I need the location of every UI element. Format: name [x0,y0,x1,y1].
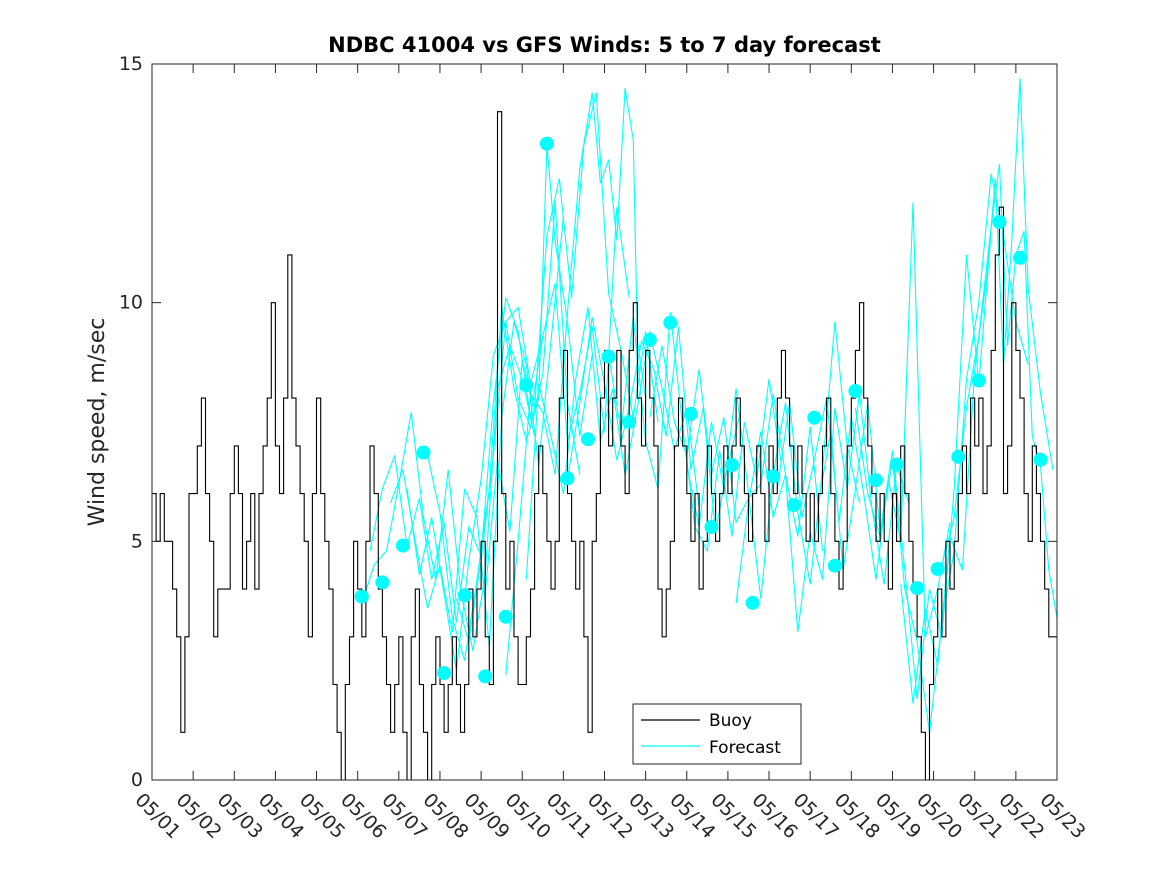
x-tick-label: 05/18 [830,789,884,843]
forecast-marker-19 [745,595,760,610]
forecast-marker-32 [1013,250,1027,265]
forecast-trace-17 [900,78,1054,704]
buoy-line [152,111,1057,780]
x-tick-label: 05/12 [583,789,637,843]
y-tick-label: 15 [119,53,143,75]
forecast-trace-1 [369,297,544,623]
forecast-marker-14 [642,332,657,347]
forecast-marker-22 [807,410,822,425]
forecast-marker-1 [375,575,390,590]
forecast-marker-7 [498,609,513,624]
forecast-marker-24 [848,384,863,398]
forecast-marker-5 [457,588,472,603]
x-tick-label: 05/23 [1035,789,1089,843]
forecast-trace-2 [390,216,564,647]
forecast-marker-16 [683,406,698,421]
x-tick-label: 05/19 [871,789,925,843]
x-tick-label: 05/02 [172,789,226,843]
forecast-marker-3 [416,445,431,460]
x-tick-label: 05/08 [418,789,472,843]
forecast-trace-4 [427,145,593,661]
forecast-marker-28 [930,562,945,576]
forecast-marker-21 [786,498,801,513]
forecast-marker-11 [581,432,595,447]
forecast-trace-7 [505,87,647,676]
forecast-marker-6 [478,669,493,684]
legend-label-buoy: Buoy [709,711,752,731]
forecast-marker-26 [889,457,904,472]
legend-box [632,703,802,765]
forecast-trace-8 [525,307,700,580]
forecast-marker-33 [1033,452,1048,467]
forecast-marker-29 [951,449,966,464]
x-tick-label: 05/09 [460,789,514,843]
forecast-trace-3 [406,202,581,671]
forecast-marker-0 [354,589,369,604]
forecast-marker-12 [601,349,616,364]
x-tick-label: 05/17 [789,789,843,843]
x-tick-label: 05/05 [295,789,349,843]
x-tick-label: 05/22 [994,789,1048,843]
x-tick-label: 05/16 [748,789,802,843]
forecast-marker-2 [395,538,410,553]
forecast-marker-9 [539,136,554,151]
legend: Buoy Forecast [632,703,802,765]
series-layer [152,78,1057,780]
forecast-marker-18 [725,458,739,472]
x-tick-label: 05/06 [336,789,390,843]
x-tick-label: 05/13 [624,789,678,843]
forecast-marker-27 [910,581,925,596]
y-tick-label: 0 [131,769,143,791]
forecast-trace-13 [735,393,910,633]
forecast-marker-31 [992,215,1007,229]
forecast-marker-17 [704,520,719,534]
forecast-marker-25 [869,473,883,488]
forecast-marker-10 [560,471,575,486]
y-axis-label: Wind speed, m/sec [85,318,110,527]
legend-label-forecast: Forecast [709,738,781,758]
x-tick-label: 05/03 [213,789,267,843]
forecast-marker-8 [519,378,534,393]
forecast-trace-0 [361,343,536,652]
forecast-marker-13 [622,415,637,429]
x-tick-label: 05/10 [501,789,555,843]
x-tick-label: 05/07 [377,789,431,843]
x-tick-label: 05/15 [706,789,760,843]
x-tick-label: 05/14 [665,789,719,843]
forecast-trace-15 [817,231,992,699]
y-tick-label: 5 [131,530,143,552]
chart-title: NDBC 41004 vs GFS Winds: 5 to 7 day fore… [328,33,881,57]
forecast-marker-20 [766,469,781,484]
y-tick-label: 10 [119,292,143,314]
x-tick-label: 05/04 [254,789,308,843]
forecast-marker-30 [971,373,986,388]
x-tick-label: 05/21 [953,789,1007,843]
x-tick-label: 05/11 [542,789,596,843]
forecast-marker-15 [663,315,678,330]
forecast-trace-5 [455,207,630,642]
forecast-marker-4 [437,666,452,681]
forecast-marker-23 [827,558,842,573]
x-tick-label: 05/20 [912,789,966,843]
x-tick-label: 05/01 [130,789,184,843]
